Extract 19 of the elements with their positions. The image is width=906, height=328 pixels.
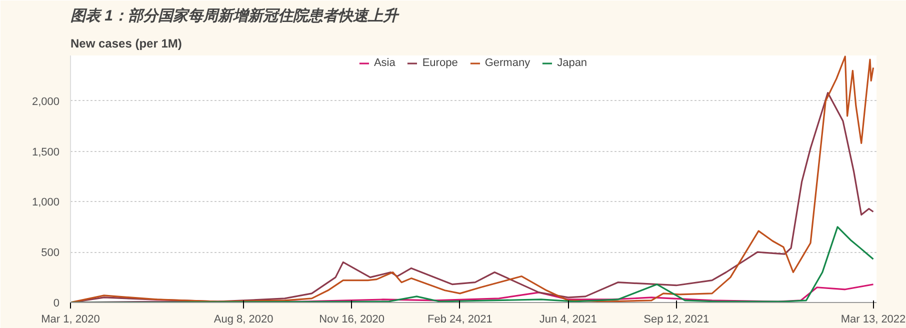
x-tick-label: Aug 8, 2020 [214,314,274,326]
y-tick-label: 1,500 [32,146,60,158]
x-tick-label: Feb 24, 2021 [428,314,492,326]
y-tick-label: 2,000 [32,96,60,108]
legend-label: Japan [557,57,588,69]
y-axis-title: New cases (per 1M) [70,36,182,50]
x-tick-label: Nov 16, 2020 [319,314,385,326]
legend-label: Europe [422,57,458,69]
y-tick-label: 500 [41,247,60,260]
chart-title: 图表 1：部分国家每周新增新冠住院患者快速上升 [70,6,400,24]
y-tick-label: 1,000 [32,196,60,209]
legend-label: Germany [484,57,530,69]
y-tick-label: 0 [53,298,60,310]
x-tick-label: Jun 4, 2021 [539,314,597,326]
line-series [70,226,874,302]
x-tick-label: Mar 1, 2020 [41,314,100,326]
legend-label: Asia [374,57,396,69]
x-tick-label: Sep 12, 2021 [644,314,710,326]
x-tick-label: Mar 13, 2022 [840,314,906,326]
